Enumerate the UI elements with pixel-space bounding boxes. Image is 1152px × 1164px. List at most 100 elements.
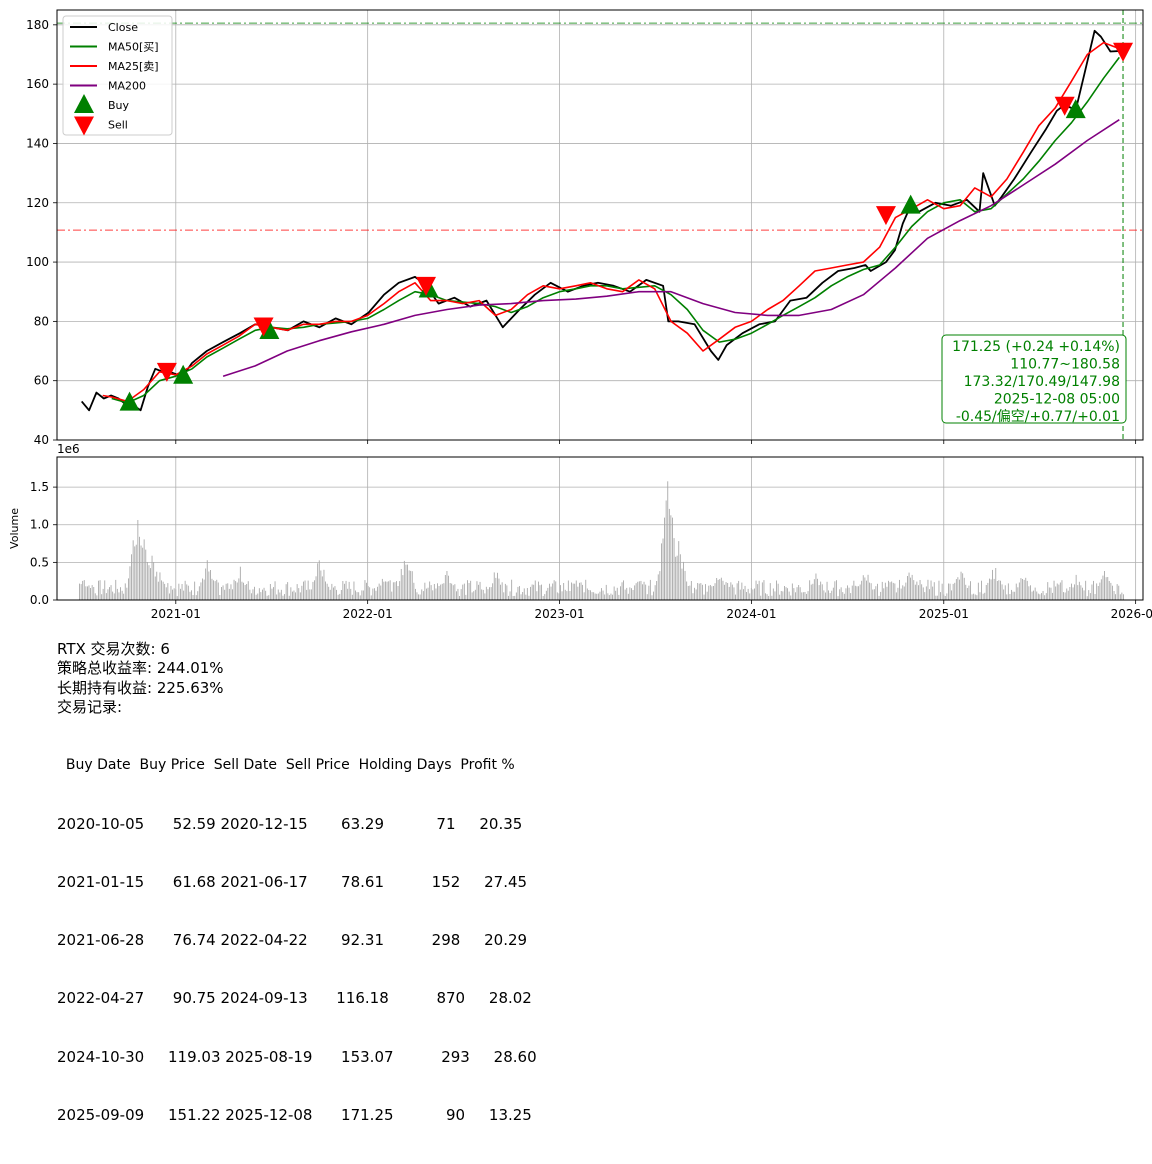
volume-bar [112, 591, 114, 600]
trade-row: 2021-06-28 76.74 2022-04-22 92.31 298 20… [57, 931, 528, 950]
volume-bar [788, 591, 790, 600]
volume-bar [200, 582, 202, 600]
volume-bar [374, 588, 375, 600]
volume-bar [755, 580, 757, 600]
volume-bar [478, 584, 479, 600]
volume-bar [1001, 584, 1003, 600]
volume-bar [604, 594, 606, 600]
volume-bar [443, 583, 445, 600]
volume-bar [716, 578, 718, 600]
volume-bar [713, 586, 714, 600]
volume-bar [1080, 585, 1082, 600]
volume-bar [251, 593, 252, 600]
volume-bar [787, 588, 788, 600]
volume-bar [225, 583, 227, 600]
volume-bar [989, 578, 990, 600]
volume-bar [129, 566, 131, 600]
volume-bar [741, 582, 743, 600]
volume-bar [113, 593, 115, 600]
volume-bar [774, 591, 776, 600]
volume-bar [514, 595, 516, 600]
volume-bar [1018, 582, 1020, 600]
volume-bar [415, 588, 416, 600]
x-tick-label: 2024-01 [726, 607, 776, 621]
volume-bar [192, 595, 194, 600]
volume-bar [720, 577, 722, 600]
volume-bar [169, 593, 170, 600]
trade-row: 2021-01-15 61.68 2021-06-17 78.61 152 27… [57, 872, 528, 891]
volume-bar [257, 593, 259, 600]
volume-bar [430, 585, 432, 600]
volume-bar [1108, 581, 1110, 600]
volume-bar [292, 591, 293, 600]
volume-bar [519, 586, 520, 600]
volume-bar [758, 580, 760, 600]
volume-bar [498, 578, 500, 600]
volume-bar [459, 596, 460, 600]
volume-bar [990, 579, 992, 600]
volume-bar [966, 588, 968, 600]
x-tick-label: 2021-01 [151, 607, 201, 621]
volume-bar [854, 585, 856, 600]
volume-bar [102, 588, 104, 600]
volume-bar [391, 591, 393, 600]
volume-bar [875, 586, 877, 600]
volume-bar [334, 586, 336, 600]
volume-bar [679, 554, 681, 600]
volume-bar [664, 517, 665, 600]
legend-label: MA50[买] [108, 41, 159, 54]
volume-bar [642, 584, 643, 600]
volume-bar [195, 595, 197, 600]
legend-swatch [74, 94, 94, 113]
volume-bar [530, 586, 531, 600]
volume-bar [733, 587, 735, 600]
volume-bar [555, 581, 557, 600]
volume-bar [214, 581, 216, 600]
volume-bar [1075, 574, 1077, 600]
volume-bar [377, 586, 378, 600]
volume-bar [1085, 580, 1087, 600]
volume-bar [765, 593, 766, 600]
volume-bar [126, 587, 128, 600]
volume-bar [955, 579, 957, 600]
volume-bar [692, 593, 694, 600]
volume-bar [232, 589, 233, 600]
volume-bar [1072, 587, 1074, 600]
volume-bar [189, 591, 191, 600]
volume-bar [657, 574, 659, 600]
volume-bar [429, 581, 431, 600]
volume-bar [213, 580, 214, 600]
volume-bar [230, 584, 232, 600]
volume-bar [736, 583, 738, 600]
volume-bar [591, 592, 593, 600]
volume-bar [427, 587, 429, 600]
volume-bar [678, 541, 680, 600]
volume-bar [927, 579, 929, 600]
volume-bar [173, 588, 175, 600]
volume-bar [241, 581, 243, 600]
volume-bar [314, 580, 315, 600]
volume-bar [921, 584, 923, 600]
volume-bar [564, 589, 566, 600]
volume-bar [470, 580, 472, 600]
volume-bar [735, 594, 736, 600]
volume-bar [820, 581, 822, 600]
volume-bar [282, 595, 284, 600]
volume-bar [98, 580, 99, 600]
volume-bar [936, 595, 938, 600]
volume-bar [1099, 582, 1101, 600]
volume-bar [408, 570, 410, 600]
volume-bar [304, 580, 306, 600]
volume-bar [296, 584, 298, 600]
volume-bar [976, 595, 978, 600]
volume-bar [508, 595, 509, 600]
volume-bar [87, 586, 88, 600]
info-box: 171.25 (+0.24 +0.14%) 110.77~180.58173.32… [941, 334, 1127, 425]
buy-hold-return: 长期持有收益: 225.63% [57, 678, 224, 697]
volume-bar [134, 546, 136, 600]
volume-bar [880, 591, 882, 600]
volume-bar [285, 584, 287, 600]
volume-bar [118, 592, 120, 600]
volume-bar [454, 584, 456, 600]
y-tick-label: 0.0 [30, 593, 49, 607]
